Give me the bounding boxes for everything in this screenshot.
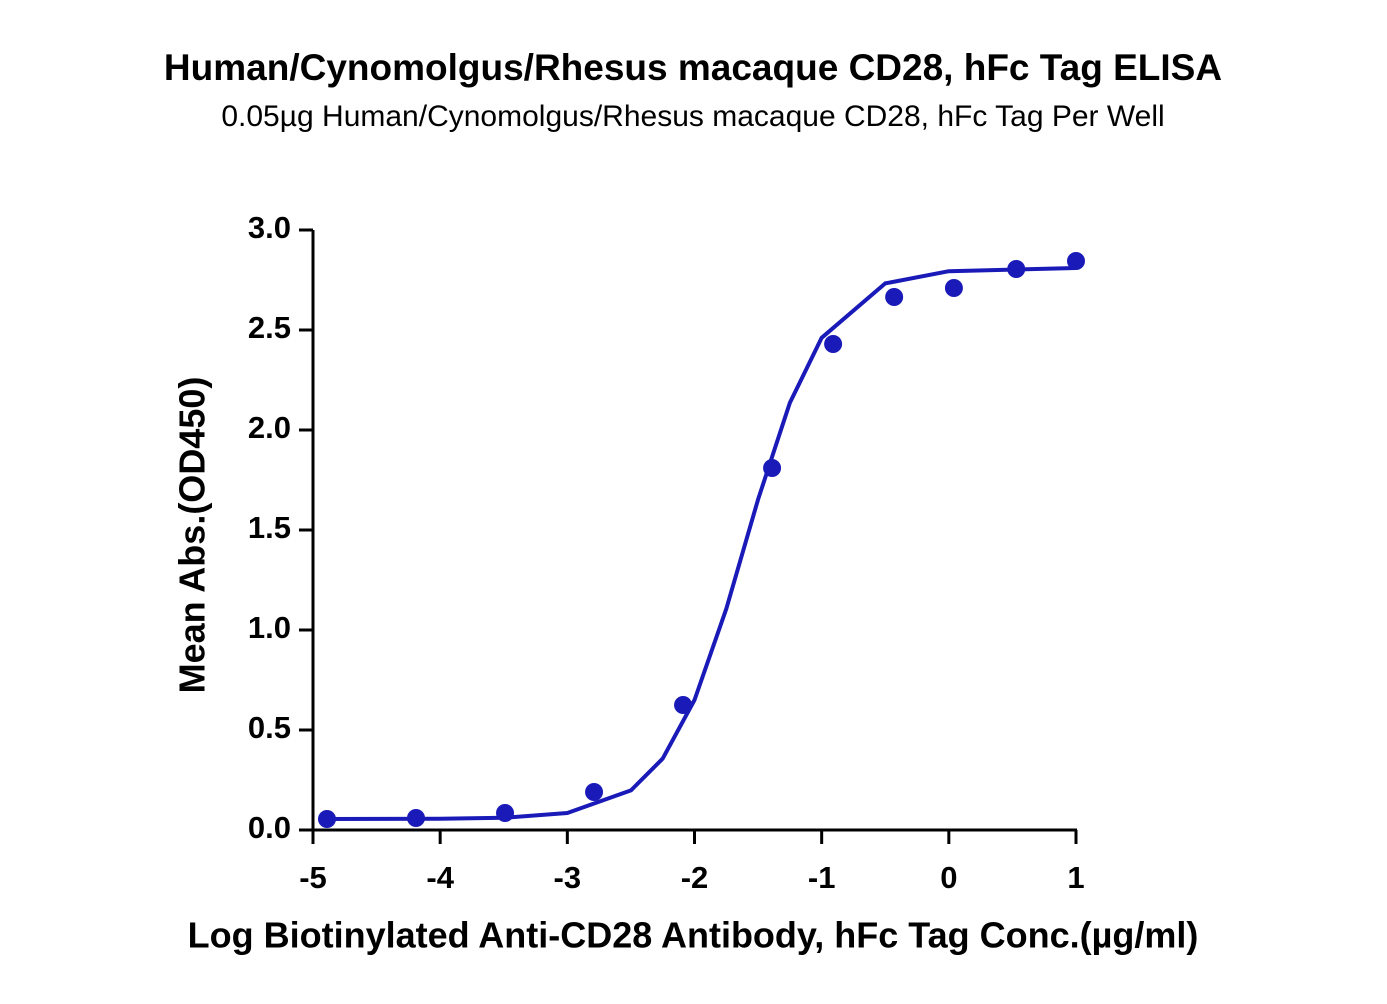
data-point [824,335,843,353]
chart-title: Human/Cynomolgus/Rhesus macaque CD28, hF… [164,47,1222,88]
y-tick-label: 1.0 [248,610,291,645]
x-tick-label: -1 [808,860,836,895]
x-tick-label: 0 [940,860,957,895]
data-point [944,279,963,297]
x-tick-label: -3 [554,860,582,895]
fit-curve [325,266,1077,821]
y-tick-label: 1.5 [248,510,291,545]
y-tick-label: 3.0 [248,210,291,245]
y-tick-label: 2.0 [248,410,291,445]
y-tick-label: 0.0 [248,810,291,845]
y-tick-label: 0.5 [248,710,291,745]
data-point [585,783,604,801]
data-point [1067,252,1085,270]
x-tick-label: -4 [426,860,454,895]
x-tick-label: 1 [1067,860,1084,895]
chart-subtitle: 0.05µg Human/Cynomolgus/Rhesus macaque C… [221,100,1164,133]
x-tick-label: -5 [299,860,327,895]
x-axis-label: Log Biotinylated Anti-CD28 Antibody, hFc… [188,915,1199,956]
y-axis-label: Mean Abs.(OD450) [172,377,213,694]
x-tick-label: -2 [681,860,709,895]
y-tick-label: 2.5 [248,310,291,345]
data-point [885,288,904,306]
